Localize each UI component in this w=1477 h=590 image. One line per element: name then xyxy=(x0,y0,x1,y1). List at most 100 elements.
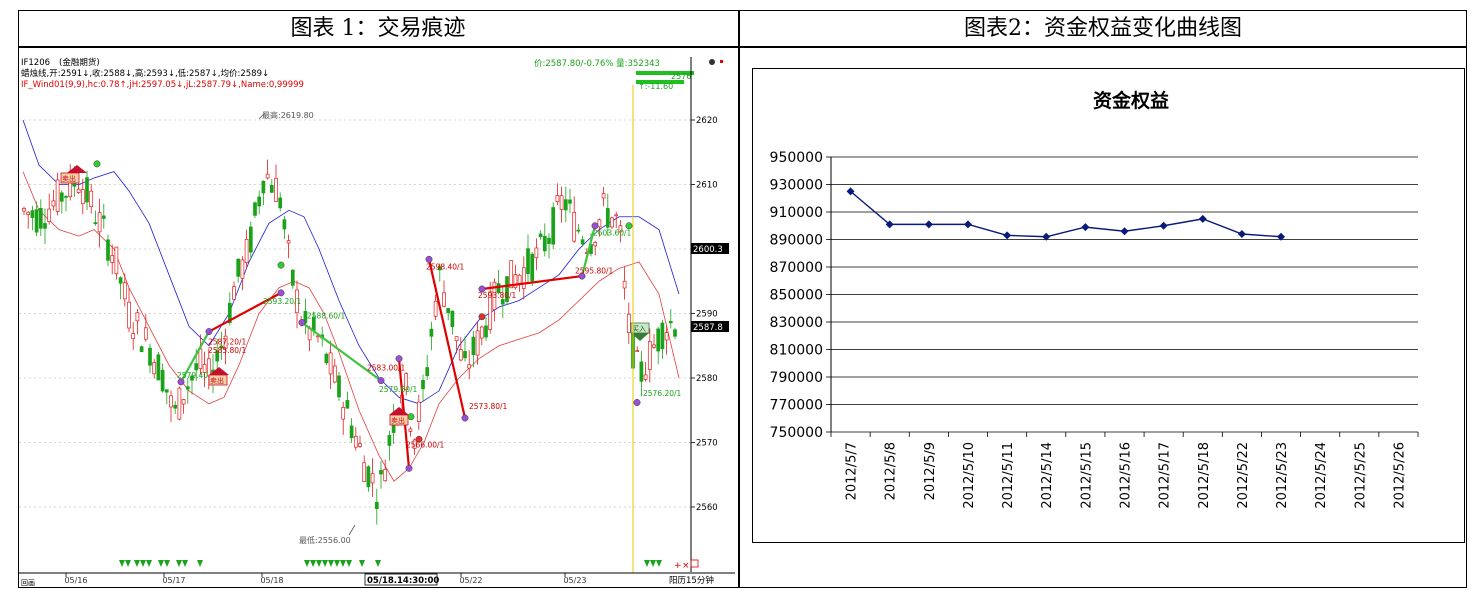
trade-marker xyxy=(93,160,101,168)
equity-point xyxy=(1198,214,1207,223)
candle-body xyxy=(290,269,295,286)
candle-body xyxy=(538,233,543,238)
signal-arrows xyxy=(119,560,662,567)
instrument-type: (金融期货) xyxy=(59,57,100,68)
candle-body xyxy=(349,425,354,439)
equity-line-chart: 资金权益 950000 930000 910000 890000 870000 85000… xyxy=(770,89,1419,509)
candle-body xyxy=(412,439,417,449)
redraw-label[interactable]: 回画 xyxy=(21,579,35,587)
candle-body xyxy=(85,177,89,203)
equity-x-tick-label: 2012/5/16 xyxy=(1119,442,1134,509)
close-marker-icon[interactable] xyxy=(720,60,723,63)
candle-body xyxy=(387,435,392,446)
candle-body xyxy=(597,219,602,228)
time-tick-label: 05/23 xyxy=(563,576,586,585)
signal-arrow-icon xyxy=(146,560,152,567)
candle-body xyxy=(593,241,598,247)
trade-marker xyxy=(478,285,486,293)
equity-point xyxy=(1003,231,1012,240)
signal-arrow-icon xyxy=(134,560,140,567)
candle-body xyxy=(232,286,236,300)
signal-arrow-icon xyxy=(310,560,316,567)
equity-chart-box: 资金权益 950000 930000 910000 890000 870000 85000… xyxy=(752,68,1465,543)
candle-body xyxy=(257,196,262,207)
equity-x-tick-label: 2012/5/26 xyxy=(1392,442,1407,509)
volume-bar-top xyxy=(636,71,694,75)
equity-point xyxy=(1081,223,1090,232)
candle-body xyxy=(190,375,194,381)
sell-flag-3: 卖出 xyxy=(389,407,409,426)
candle-body xyxy=(492,281,497,310)
candle-body xyxy=(408,428,413,432)
signal-arrow-icon xyxy=(176,560,182,567)
candle-body xyxy=(425,367,430,377)
candle-body xyxy=(93,222,98,225)
candle-body xyxy=(156,354,161,381)
low-leader xyxy=(348,524,356,536)
candle-body xyxy=(160,369,165,392)
candle-body xyxy=(353,435,358,448)
candle-body xyxy=(458,349,463,361)
candle-body xyxy=(526,248,530,275)
equity-x-tick-label: 2012/5/8 xyxy=(884,442,899,500)
remove-icon[interactable]: × xyxy=(682,561,690,571)
candle-body xyxy=(295,289,299,314)
equity-x-tick-label: 2012/5/25 xyxy=(1353,442,1368,509)
period-label[interactable]: 阳历15分钟 xyxy=(669,575,714,586)
equity-y-tick-label: 810000 xyxy=(770,343,823,359)
signal-arrow-icon xyxy=(650,560,656,567)
equity-y-tick-label: 830000 xyxy=(770,315,823,331)
equity-x-tick-label: 2012/5/14 xyxy=(1040,442,1055,509)
add-icon[interactable]: + xyxy=(674,561,682,571)
signal-arrow-icon xyxy=(164,560,170,567)
candle-body xyxy=(122,282,127,300)
settings-icon[interactable] xyxy=(709,59,715,65)
candle-body xyxy=(131,333,136,340)
candle-body xyxy=(223,335,228,349)
equity-point xyxy=(1042,232,1051,241)
trade-price-label: 2598.40/1 xyxy=(426,263,465,272)
candle-body xyxy=(484,325,488,338)
candle-body xyxy=(101,215,106,219)
candle-body xyxy=(97,212,102,233)
candle-body xyxy=(244,239,249,264)
trade-marker xyxy=(578,272,586,280)
candle-body xyxy=(324,353,329,364)
candle-body xyxy=(547,237,551,244)
trade-price-label: 2585.80/1 xyxy=(208,346,247,355)
candle-body xyxy=(442,292,446,307)
candle-body xyxy=(127,301,131,329)
trade-marker xyxy=(478,313,486,321)
candle-body xyxy=(164,389,169,393)
equity-point xyxy=(1237,230,1246,238)
signal-arrow-icon xyxy=(182,560,188,567)
candle-body xyxy=(261,180,266,194)
candle-body xyxy=(668,321,673,324)
candle-body xyxy=(282,219,287,230)
candle-body xyxy=(416,401,421,422)
candle-body xyxy=(626,313,631,334)
candle-body xyxy=(563,199,568,211)
signal-arrow-icon xyxy=(119,560,125,567)
equity-y-tick-label: 850000 xyxy=(770,288,823,304)
equity-series xyxy=(846,187,1286,241)
candle-body xyxy=(580,239,585,245)
candle-body xyxy=(576,229,581,232)
candle-body xyxy=(55,179,60,212)
signal-arrow-icon xyxy=(334,560,340,567)
time-axis-ticks: 05/16 05/17 05/18 05/22 05/23 xyxy=(64,573,587,585)
trade-marker xyxy=(377,377,385,385)
cursor-time: 05/18.14:30:00 xyxy=(367,576,439,586)
box-icon[interactable] xyxy=(690,559,699,568)
candle-body xyxy=(362,462,367,482)
candle-body xyxy=(248,226,253,253)
candle-body xyxy=(51,200,56,207)
candle-body xyxy=(26,211,31,215)
trade-segment xyxy=(301,321,382,382)
candle-body xyxy=(227,302,232,324)
equity-x-tick-label: 2012/5/22 xyxy=(1236,442,1251,509)
candle-body xyxy=(530,253,535,282)
equity-y-tick-label: 950000 xyxy=(770,150,823,166)
candle-body xyxy=(202,364,207,373)
